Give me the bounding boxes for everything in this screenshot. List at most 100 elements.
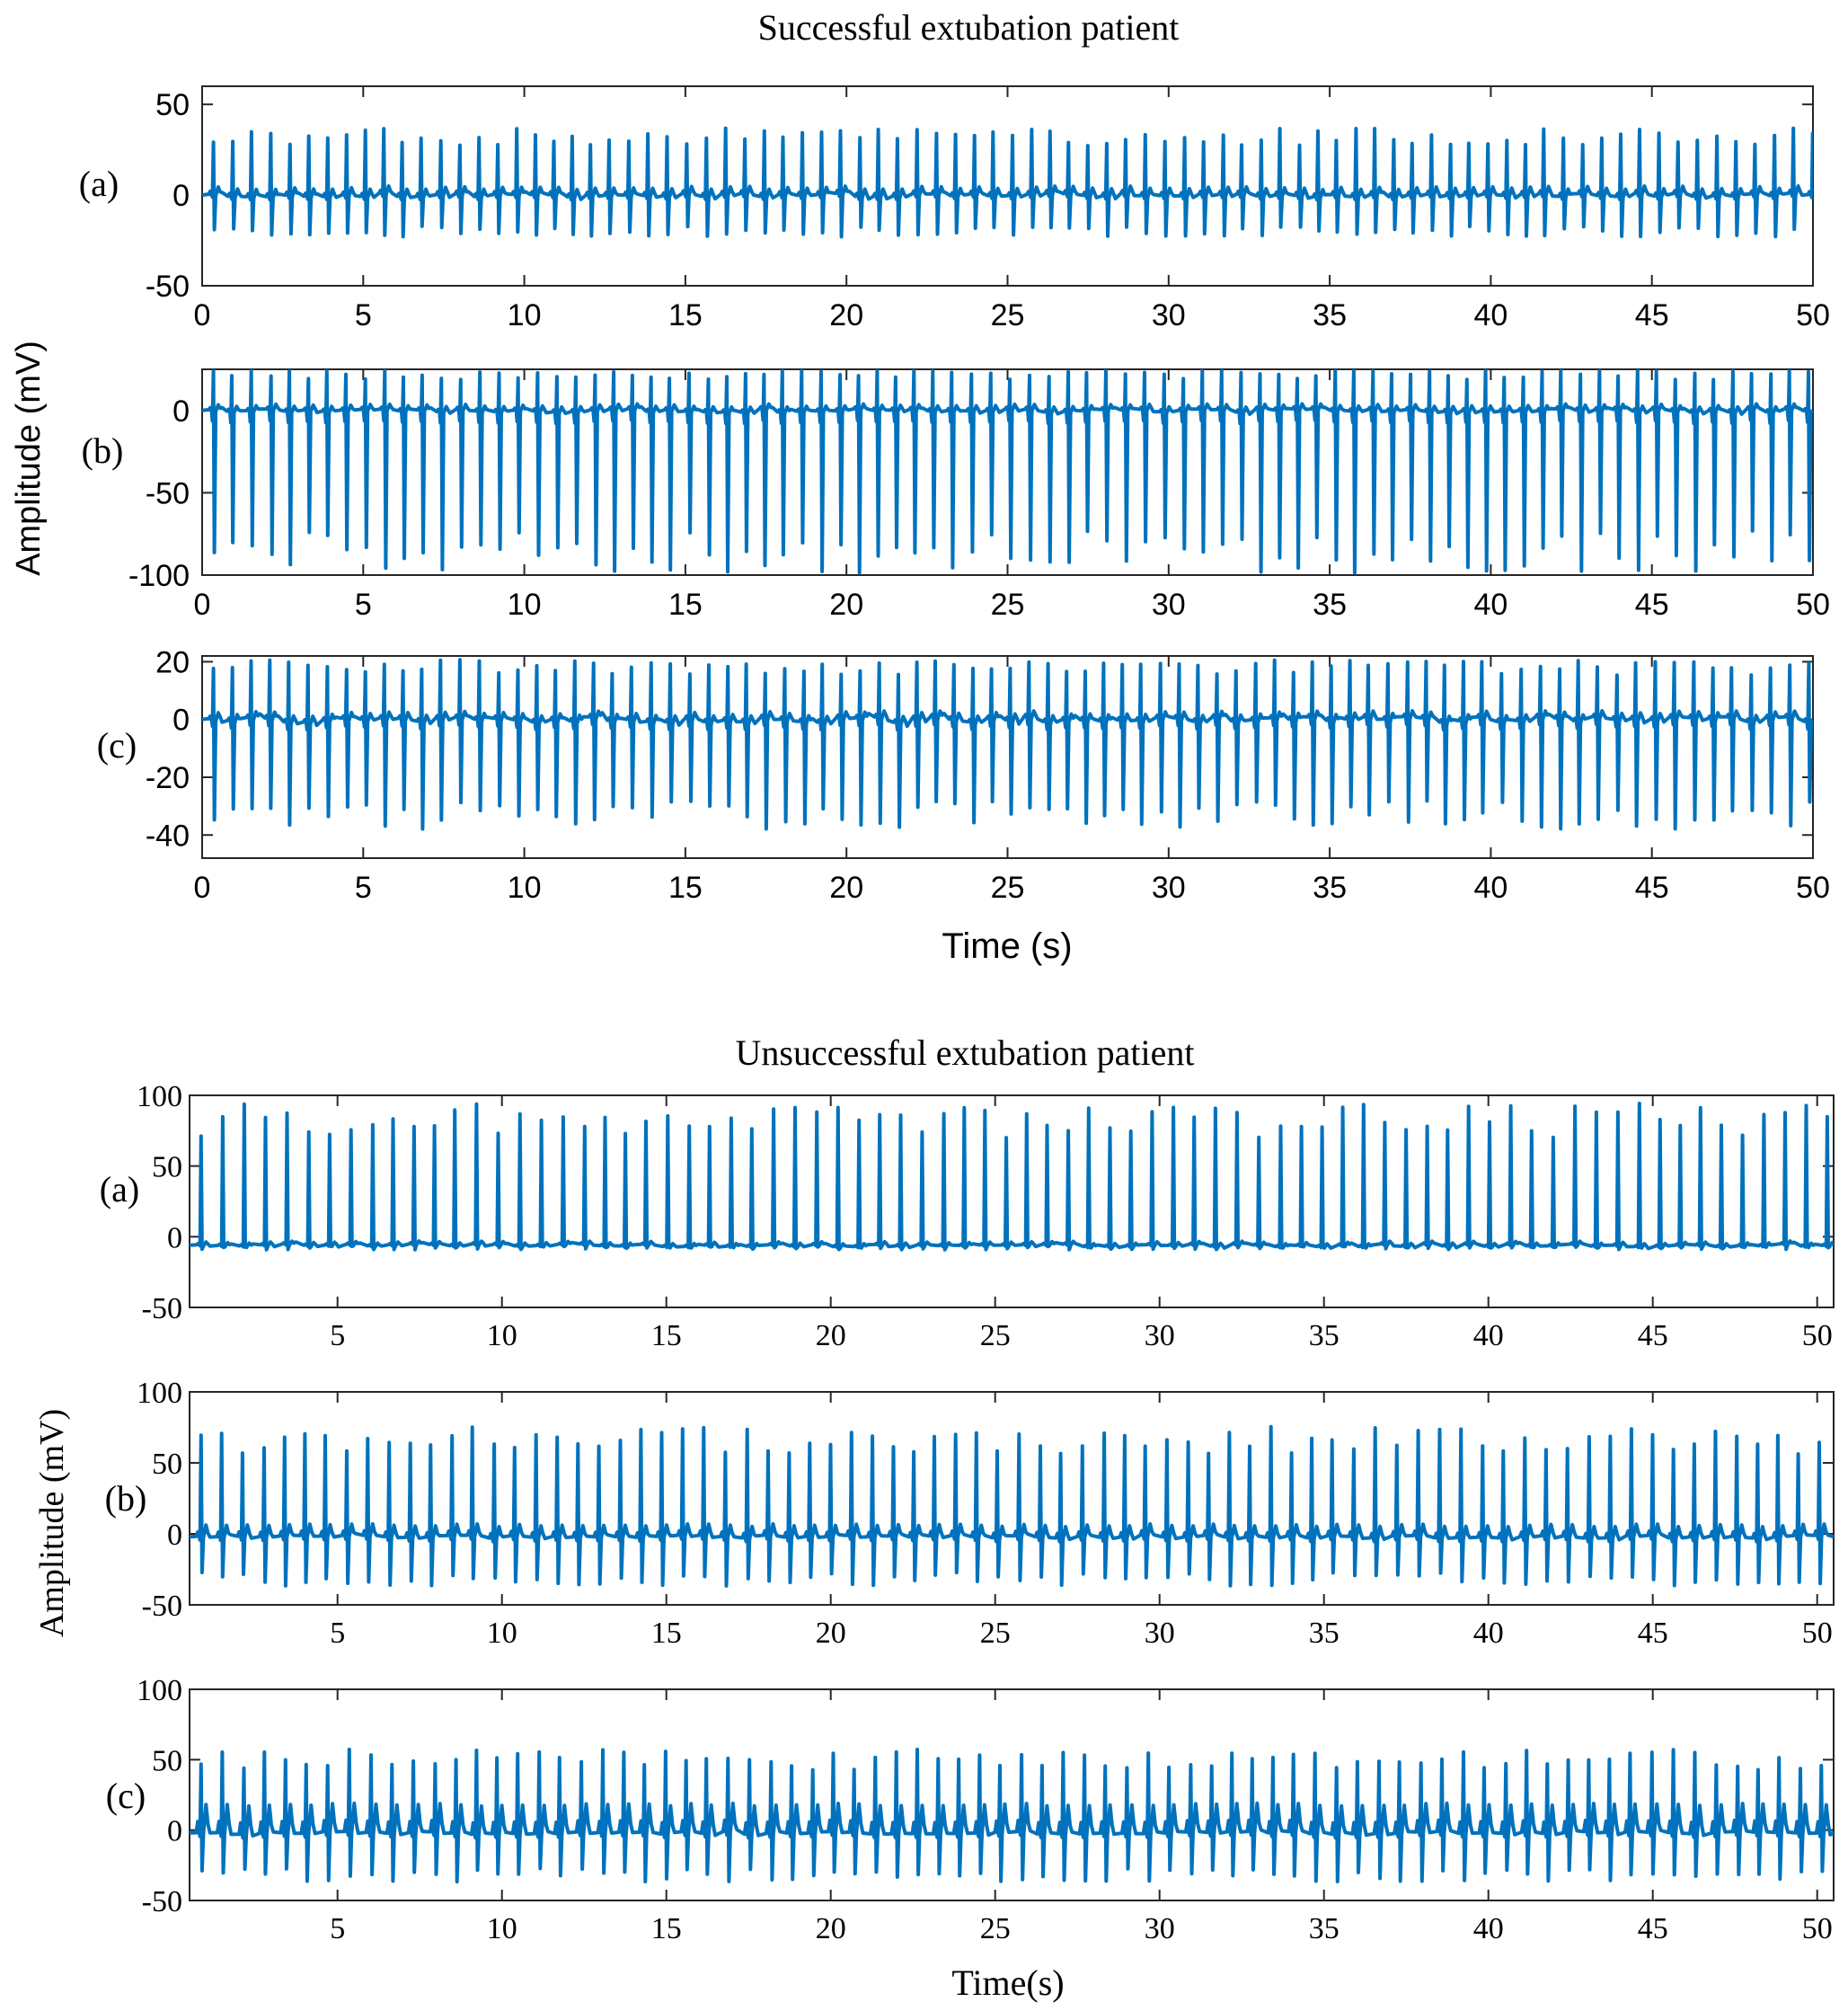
x-tick-label: 50 [1796, 588, 1830, 622]
panel-label: (b) [105, 1478, 147, 1519]
y-tick-label: 0 [167, 1815, 182, 1848]
x-tick-label: 35 [1309, 1617, 1340, 1650]
y-tick-label: -50 [142, 1885, 182, 1918]
y-tick-label: 100 [137, 1674, 182, 1707]
x-tick-label: 15 [651, 1912, 682, 1945]
ecg-panel-2: 0 5 10 15 20 25 30 35 40 45 50 -40 -20 0 20 (c) [97, 645, 1830, 905]
y-tick-label: -20 [146, 761, 190, 795]
x-tick-label: 35 [1313, 588, 1347, 622]
x-tick-label: 40 [1473, 1319, 1504, 1352]
ecg-waveform-line [202, 126, 1813, 239]
y-tick-label: -50 [146, 476, 190, 510]
x-tick-label: 25 [991, 298, 1025, 332]
x-tick-label: 30 [1145, 1319, 1175, 1352]
x-tick-label: 15 [668, 871, 703, 905]
x-tick-label: 30 [1152, 298, 1186, 332]
axes-box [201, 85, 1814, 287]
x-tick-label: 45 [1635, 588, 1669, 622]
x-tick-label: 20 [816, 1912, 846, 1945]
x-tick-label: 20 [829, 298, 863, 332]
y-tick-label: 0 [167, 1519, 182, 1552]
ecg-waveform-line [190, 1747, 1834, 1884]
x-tick-label: 50 [1796, 298, 1830, 332]
y-tick-label: -40 [146, 819, 190, 853]
x-tick-label: 25 [980, 1319, 1011, 1352]
y-tick-label: 50 [152, 1744, 182, 1777]
x-tick-label: 25 [991, 588, 1025, 622]
x-tick-label: 15 [651, 1319, 682, 1352]
x-tick-label: 5 [355, 871, 372, 905]
x-tick-label: 30 [1145, 1912, 1175, 1945]
axes-box [189, 1094, 1835, 1308]
ecg-waveform-line [190, 1424, 1834, 1588]
ecg-panel-5: 5 10 15 20 25 30 35 40 45 50 -50 0 50 100 (c) [106, 1674, 1835, 1945]
x-tick-label: 45 [1638, 1319, 1668, 1352]
y-axis-label-successful: Amplitude (mV) [10, 341, 48, 576]
x-tick-label: 10 [487, 1912, 517, 1945]
x-tick-label: 35 [1313, 298, 1347, 332]
y-tick-label: -50 [146, 270, 190, 304]
panel-label: (a) [79, 164, 119, 204]
axes-box [201, 655, 1814, 859]
axes-box [189, 1391, 1835, 1606]
x-tick-label: 5 [330, 1319, 345, 1352]
x-tick-label: 15 [651, 1617, 682, 1650]
y-tick-label: 50 [152, 1448, 182, 1481]
y-tick-label: 20 [155, 645, 190, 679]
x-tick-label: 40 [1473, 588, 1508, 622]
x-tick-label: 0 [194, 298, 211, 332]
x-tick-label: 10 [508, 298, 542, 332]
x-tick-label: 30 [1145, 1617, 1175, 1650]
panel-label: (c) [106, 1776, 146, 1816]
y-tick-label: 0 [172, 394, 190, 429]
panel-label: (c) [97, 725, 137, 766]
y-tick-label: 0 [172, 704, 190, 738]
x-tick-label: 25 [980, 1912, 1011, 1945]
ecg-waveform-line [190, 1102, 1834, 1252]
y-tick-label: 50 [155, 88, 190, 122]
x-tick-label: 50 [1796, 871, 1830, 905]
y-tick-label: 0 [167, 1221, 182, 1254]
y-tick-label: 0 [172, 179, 190, 213]
ecg-waveform-line [202, 369, 1813, 575]
x-tick-label: 15 [668, 588, 703, 622]
x-tick-label: 5 [330, 1912, 345, 1945]
x-axis-label-successful: Time (s) [942, 926, 1072, 966]
x-tick-label: 10 [487, 1617, 517, 1650]
x-tick-label: 5 [355, 298, 372, 332]
ecg-waveform-line [202, 658, 1813, 831]
x-tick-label: 50 [1802, 1912, 1833, 1945]
x-tick-label: 20 [816, 1617, 846, 1650]
x-tick-label: 25 [991, 871, 1025, 905]
x-tick-label: 45 [1635, 871, 1669, 905]
x-tick-label: 50 [1802, 1319, 1833, 1352]
ecg-panel-4: 5 10 15 20 25 30 35 40 45 50 -50 0 50 100 (b) [105, 1377, 1835, 1650]
ecg-panel-1: 0 5 10 15 20 25 30 35 40 45 50 -100 -50 0 (b) [82, 368, 1830, 622]
y-tick-label: -100 [128, 559, 190, 593]
x-tick-label: 40 [1473, 1912, 1504, 1945]
x-tick-label: 30 [1152, 871, 1186, 905]
figure-title-successful: Successful extubation patient [758, 7, 1180, 48]
x-tick-label: 0 [194, 871, 211, 905]
x-tick-label: 20 [829, 588, 863, 622]
x-tick-label: 20 [816, 1319, 846, 1352]
ecg-panel-3: 5 10 15 20 25 30 35 40 45 50 -50 0 50 100 (a) [100, 1080, 1835, 1352]
y-tick-label: -50 [142, 1292, 182, 1325]
x-tick-label: 0 [194, 588, 211, 622]
x-tick-label: 30 [1152, 588, 1186, 622]
x-tick-label: 10 [508, 588, 542, 622]
x-tick-label: 40 [1473, 871, 1508, 905]
x-tick-label: 35 [1313, 871, 1347, 905]
x-tick-label: 45 [1638, 1617, 1668, 1650]
x-tick-label: 20 [829, 871, 863, 905]
x-tick-label: 45 [1638, 1912, 1668, 1945]
x-tick-label: 40 [1473, 298, 1508, 332]
x-tick-label: 45 [1635, 298, 1669, 332]
y-tick-label: 50 [152, 1151, 182, 1184]
axes-box [189, 1688, 1835, 1901]
x-tick-label: 50 [1802, 1617, 1833, 1650]
panel-label: (a) [100, 1169, 139, 1209]
x-tick-label: 10 [487, 1319, 517, 1352]
